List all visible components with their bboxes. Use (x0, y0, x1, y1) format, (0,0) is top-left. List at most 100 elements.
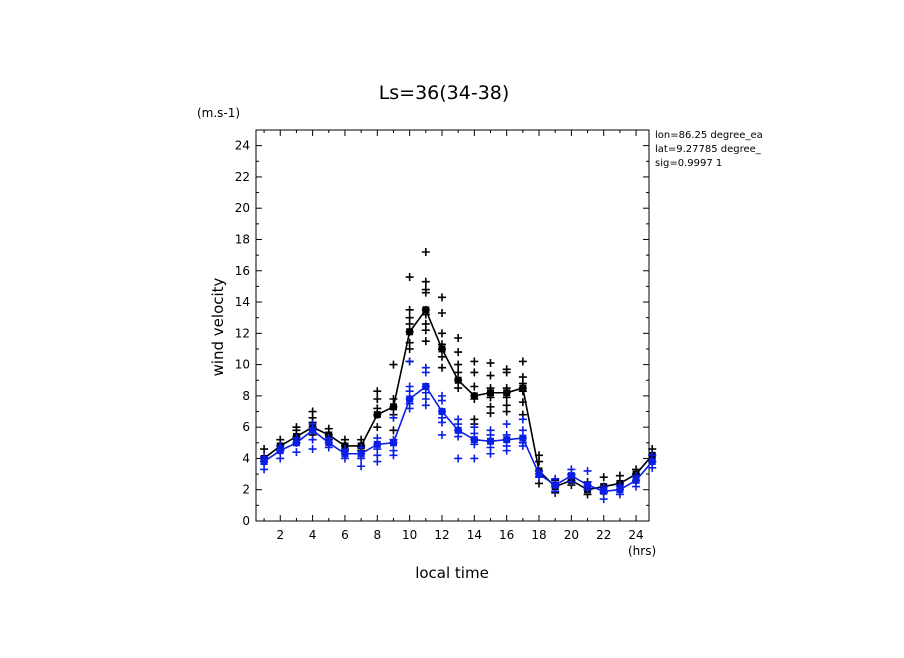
mean-marker (276, 447, 284, 455)
mean-marker (648, 458, 656, 466)
plot-frame (255, 129, 650, 522)
scatter-point (454, 368, 463, 377)
scatter-point (551, 487, 560, 496)
scatter-point (421, 288, 430, 297)
scatter-point (389, 426, 398, 435)
scatter-point (389, 395, 398, 404)
mean-marker (454, 426, 462, 434)
x-tick-label: 24 (628, 528, 643, 542)
scatter-point (421, 277, 430, 286)
scatter-point (324, 424, 333, 433)
mean-marker (292, 439, 300, 447)
scatter-point (470, 382, 479, 391)
mean-marker (535, 470, 543, 478)
y-tick-label: 20 (235, 201, 250, 215)
mean-marker (632, 476, 640, 484)
scatter-point (437, 329, 446, 338)
x-tick-label: 6 (341, 528, 349, 542)
scatter-point (437, 363, 446, 372)
mean-marker (406, 395, 414, 403)
scatter-point (373, 387, 382, 396)
mean-marker (325, 439, 333, 447)
scatter-point (486, 371, 495, 380)
x-tick-label: 16 (499, 528, 514, 542)
scatter-point (260, 445, 269, 454)
scatter-point (470, 357, 479, 366)
mean-marker (519, 434, 527, 442)
scatter-point (648, 463, 657, 472)
scatter-point (518, 415, 527, 424)
mean-marker (260, 458, 268, 466)
scatter-point (340, 435, 349, 444)
y-tick-label: 12 (235, 326, 250, 340)
x-tick-label: 12 (434, 528, 449, 542)
scatter-point (567, 477, 576, 486)
scatter-point (421, 368, 430, 377)
info-sig: sig=0.9997 1 (655, 158, 722, 169)
scatter-point (373, 434, 382, 443)
scatter-point (405, 305, 414, 314)
scatter-point (470, 429, 479, 438)
mean-marker (438, 408, 446, 416)
x-tick-label: 20 (564, 528, 579, 542)
scatter-point (276, 454, 285, 463)
mean-marker (600, 487, 608, 495)
scatter-point (502, 368, 511, 377)
mean-marker (454, 376, 462, 384)
scatter-point (405, 273, 414, 282)
mean-marker (503, 389, 511, 397)
mean-marker (487, 437, 495, 445)
y-tick-label: 18 (235, 232, 250, 246)
scatter-point (357, 462, 366, 471)
scatter-point (405, 357, 414, 366)
x-tick-label: 2 (276, 528, 284, 542)
scatter-point (389, 360, 398, 369)
scatter-point (632, 482, 641, 491)
scatter-point (567, 465, 576, 474)
scatter-point (405, 387, 414, 396)
scatter-point (421, 401, 430, 410)
mean-marker (422, 382, 430, 390)
scatter-point (502, 420, 511, 429)
scatter-point (437, 308, 446, 317)
scatter-point (389, 451, 398, 460)
scatter-point (502, 446, 511, 455)
scatter-point (421, 326, 430, 335)
scatter-point (454, 348, 463, 357)
mean-marker (406, 328, 414, 336)
scatter-point (454, 360, 463, 369)
scatter-point (308, 435, 317, 444)
mean-marker (389, 439, 397, 447)
mean-marker (422, 306, 430, 314)
mean-marker (357, 450, 365, 458)
scatter-point (357, 443, 366, 452)
scatter-point (502, 407, 511, 416)
scatter-point (454, 420, 463, 429)
y-tick-label: 2 (242, 483, 250, 497)
mean-marker (373, 440, 381, 448)
scatter-point (437, 396, 446, 405)
x-tick-label: 22 (596, 528, 611, 542)
scatter-point (292, 426, 301, 435)
scatter-point (292, 448, 301, 457)
scatter-point (486, 430, 495, 439)
scatter-point (405, 319, 414, 328)
scatter-point (437, 418, 446, 427)
y-tick-label: 0 (242, 514, 250, 528)
mean-marker (470, 392, 478, 400)
mean-marker (438, 345, 446, 353)
y-tick-label: 10 (235, 358, 250, 372)
scatter-point (518, 426, 527, 435)
scatter-point (421, 247, 430, 256)
y-tick-label: 6 (242, 420, 250, 434)
series-blue (260, 357, 657, 504)
mean-marker (341, 450, 349, 458)
y-tick-label: 24 (235, 139, 250, 153)
y-tick-label: 22 (235, 170, 250, 184)
scatter-point (470, 368, 479, 377)
scatter-point (373, 423, 382, 432)
scatter-point (551, 474, 560, 483)
scatter-point (486, 359, 495, 368)
mean-marker (470, 436, 478, 444)
x-tick-label: 14 (467, 528, 482, 542)
